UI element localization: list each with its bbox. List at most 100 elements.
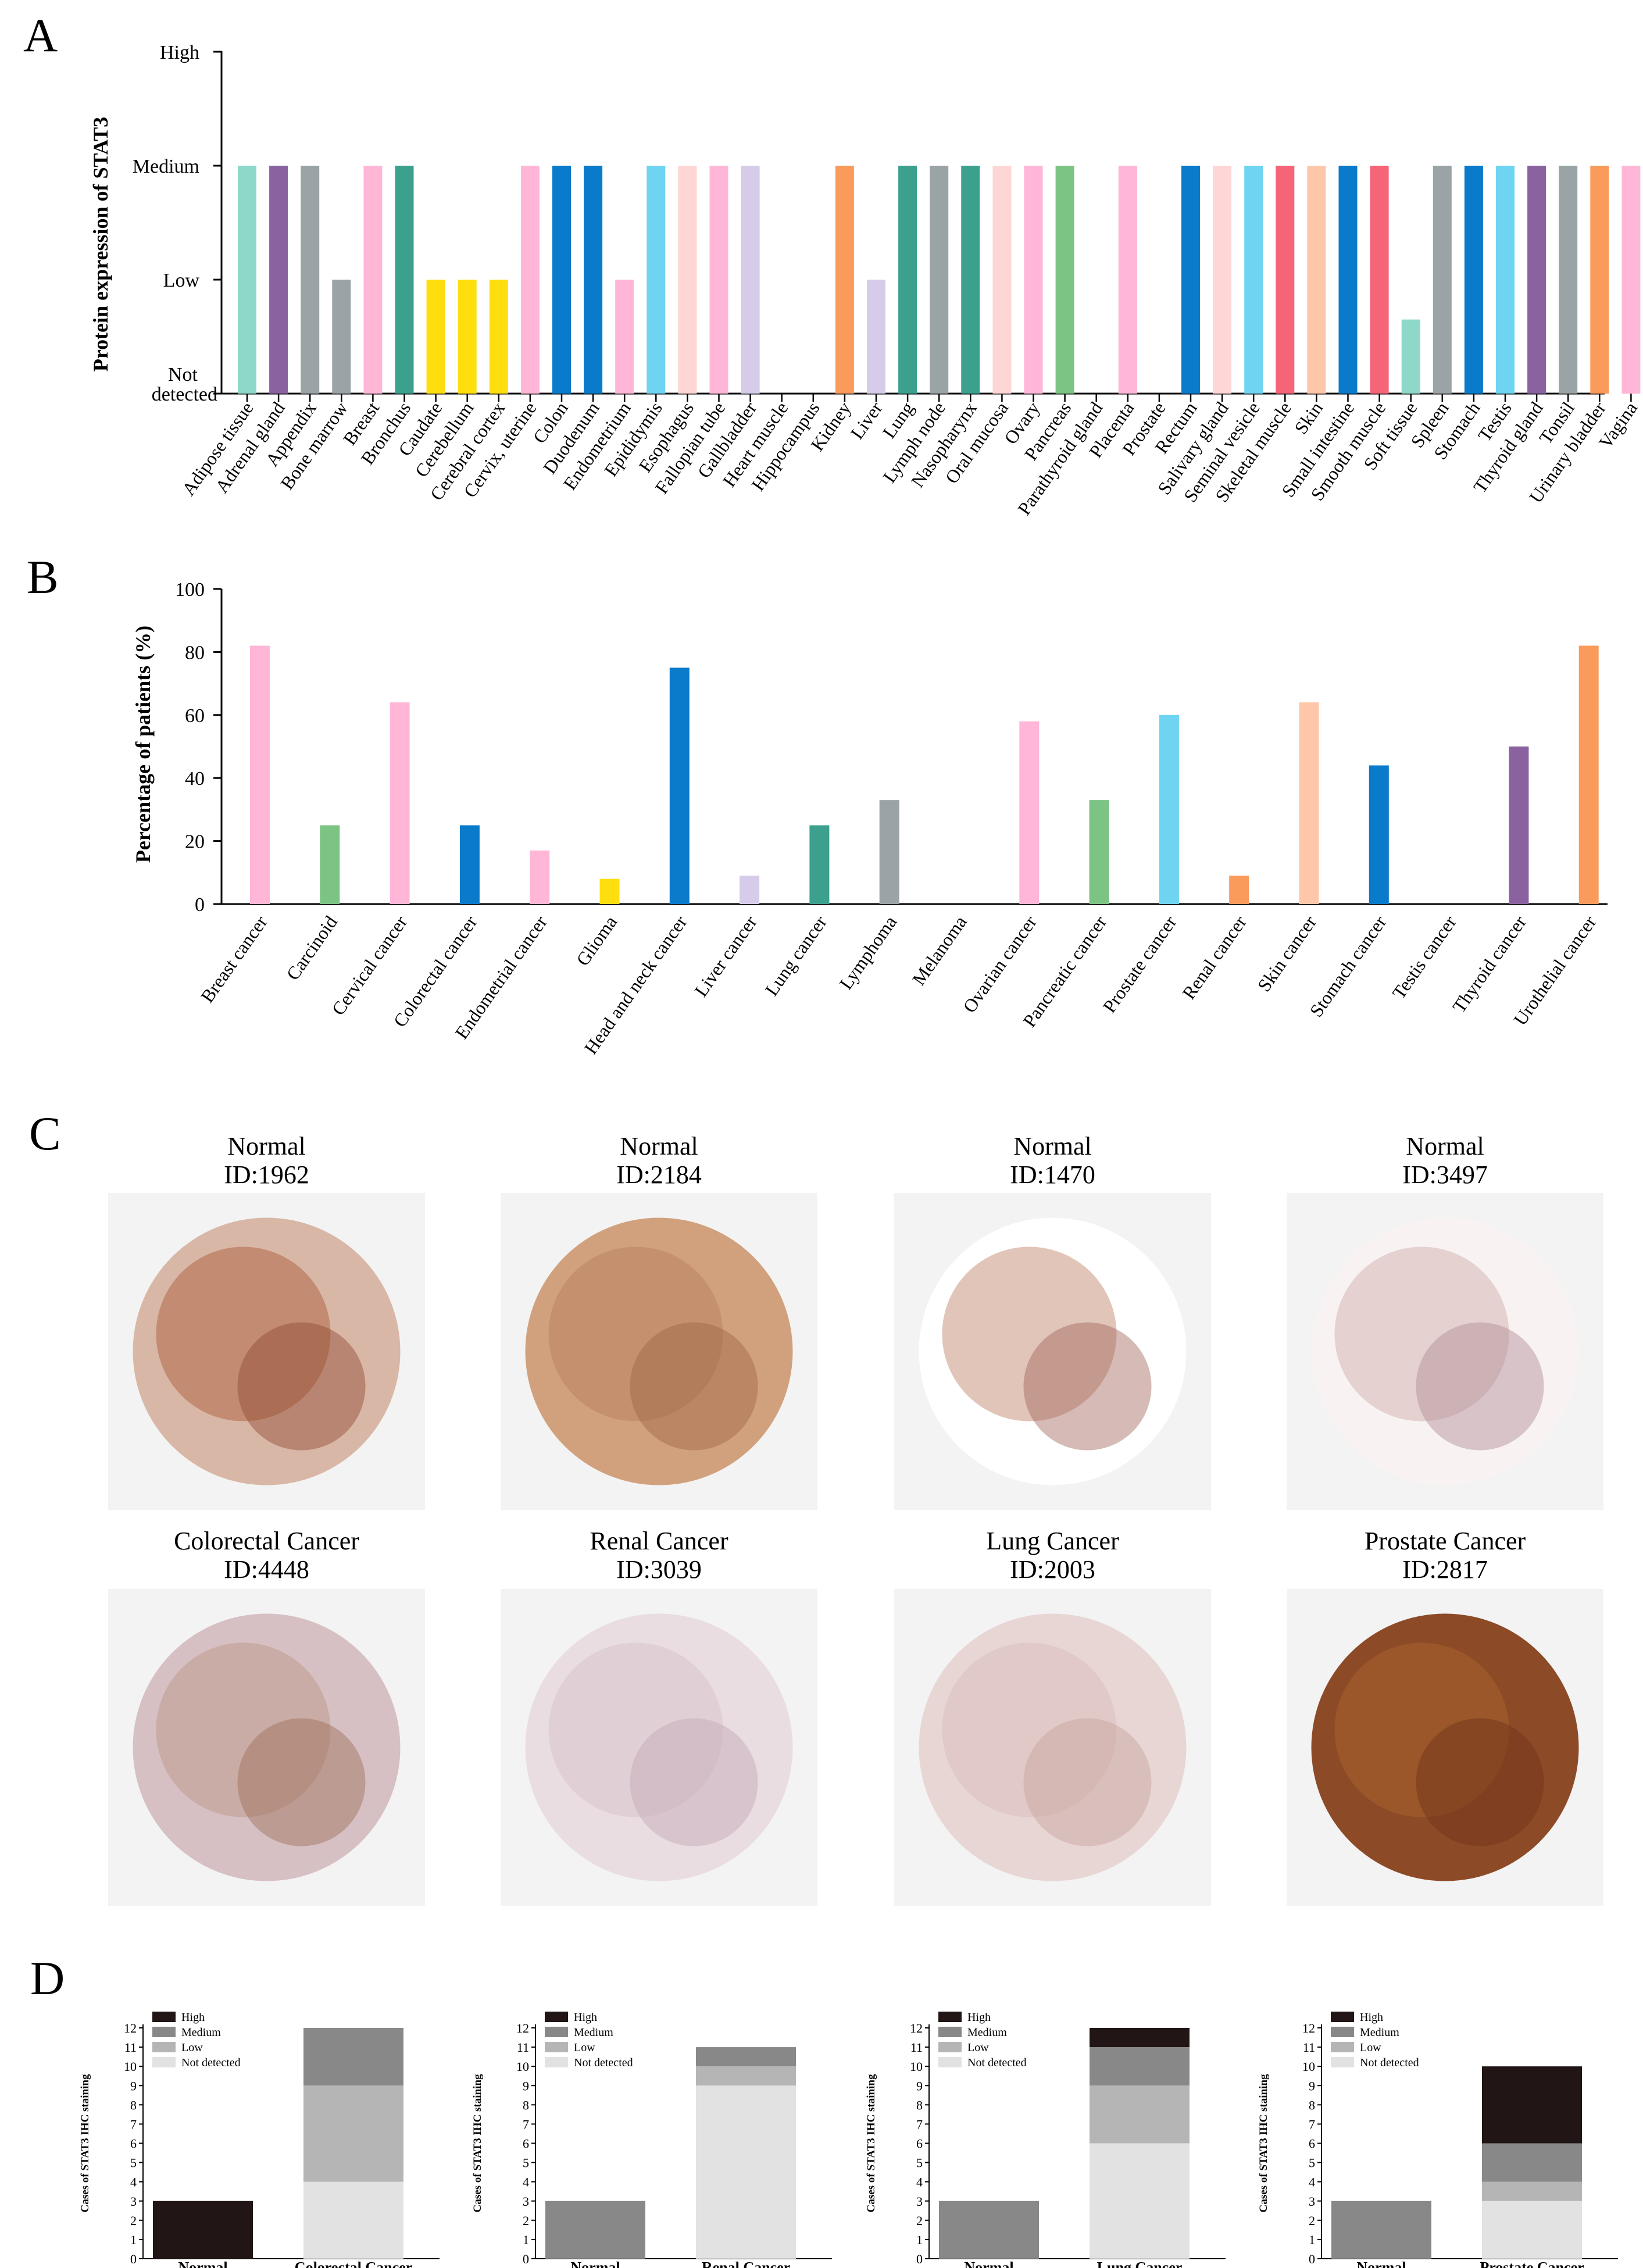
panel-d-ytick-label: 12 <box>1302 2021 1315 2035</box>
panel-d-legend-swatch <box>938 2027 962 2037</box>
panel-d-legend-label: High <box>967 2011 991 2024</box>
panel-d-bar-segment <box>1090 2047 1190 2086</box>
panel-d-xtick-label: Normal <box>964 2259 1013 2268</box>
panel-d-legend-label: Low <box>574 2041 595 2054</box>
panel-d-ytick-label: 5 <box>1309 2156 1315 2170</box>
panel-d-legend-swatch <box>545 2012 568 2022</box>
panel-d-chart: Cases of STAT3 IHC staining0123456789101… <box>1258 2011 1618 2268</box>
panel-d-legend-label: High <box>1360 2011 1383 2024</box>
tissue-image-title: Normal <box>227 1132 305 1160</box>
panel-b-bar <box>250 645 270 904</box>
panel-d-legend-swatch <box>545 2027 568 2037</box>
panel-d-ytick-label: 10 <box>124 2059 137 2074</box>
panel-b-ytick-label: 40 <box>185 768 205 790</box>
panel-a-bar <box>1276 166 1295 394</box>
tissue-core-texture <box>1023 1718 1152 1846</box>
tissue-image-title: Normal <box>1013 1132 1091 1160</box>
tissue-core-texture <box>942 1642 1117 1817</box>
tissue-core-texture <box>1334 1246 1509 1421</box>
panel-d-ytick-label: 1 <box>1309 2233 1315 2247</box>
panel-d-ytick-label: 0 <box>1309 2252 1315 2266</box>
panel-d-ytick-label: 5 <box>916 2156 923 2170</box>
panel-b-bar <box>390 702 410 904</box>
panel-d-ytick-label: 7 <box>916 2117 923 2131</box>
panel-d-xtick-label: Normal <box>570 2259 620 2268</box>
panel-a-bar <box>1213 166 1232 394</box>
tissue-core-texture <box>1416 1718 1544 1846</box>
tissue-core-texture <box>942 1246 1117 1421</box>
panel-a-bar <box>835 166 854 394</box>
panel-d-ytick-label: 7 <box>1309 2117 1315 2131</box>
panel-a-ytick-label: Medium <box>133 156 199 177</box>
panel-d-ytick-label: 1 <box>130 2233 137 2247</box>
panel-d-bar-segment <box>303 2028 403 2086</box>
panel-d-xtick-label: Prostate Cancer <box>1480 2259 1584 2268</box>
panel-b-bar <box>669 667 690 904</box>
panel-b-bar <box>530 850 550 904</box>
panel-d-ytick-label: 8 <box>1309 2098 1315 2112</box>
panel-d-ytick-label: 3 <box>916 2194 923 2209</box>
panel-d-legend-label: High <box>574 2011 597 2024</box>
panel-d-legend-swatch <box>1331 2012 1354 2022</box>
panel-a-bar <box>867 280 885 394</box>
panel-d-bar-segment <box>1331 2201 1431 2259</box>
tissue-core-texture <box>1416 1322 1544 1451</box>
panel-d-ylabel: Cases of STAT3 IHC staining <box>1258 2074 1270 2212</box>
panel-a-bar <box>961 166 980 394</box>
panel-label-c: C <box>29 1107 61 1160</box>
panel-d-ytick-label: 7 <box>523 2117 529 2131</box>
tissue-core-texture <box>237 1322 366 1451</box>
panel-a-bar <box>363 166 383 394</box>
tissue-image-title: Renal Cancer <box>590 1527 728 1555</box>
panel-a-bar <box>1118 166 1137 394</box>
panel-d-ytick-label: 9 <box>523 2078 529 2093</box>
panel-a-bar <box>1338 166 1358 394</box>
panel-d-ytick-label: 11 <box>910 2040 923 2055</box>
panel-d-ytick-label: 6 <box>523 2137 529 2151</box>
panel-d-ytick-label: 2 <box>130 2213 137 2228</box>
panel-d-ytick-label: 3 <box>523 2194 529 2209</box>
panel-c-tissue-images: NormalID:1962NormalID:2184NormalID:1470N… <box>108 1132 1603 1906</box>
panel-a-bar <box>647 166 666 394</box>
panel-d-ytick-label: 10 <box>1302 2059 1315 2074</box>
tissue-image-id: ID:2003 <box>1010 1555 1095 1584</box>
panel-d-legend-label: Low <box>967 2041 989 2054</box>
panel-d-ytick-label: 1 <box>916 2233 923 2247</box>
tissue-image-id: ID:1470 <box>1010 1160 1095 1189</box>
panel-a-bar <box>395 166 414 394</box>
panel-b-bar <box>1299 702 1319 904</box>
panel-a-bar <box>238 166 256 394</box>
panel-d-ytick-label: 1 <box>523 2233 529 2247</box>
panel-d-legend-swatch <box>1331 2027 1354 2037</box>
panel-a-bar <box>1590 166 1609 394</box>
panel-d-xtick-label: Normal <box>178 2259 227 2268</box>
panel-a-bar <box>426 280 445 394</box>
panel-d-bar-segment <box>153 2201 253 2259</box>
panel-d-legend-label: Low <box>1360 2041 1381 2054</box>
panel-label-a: A <box>23 9 58 62</box>
panel-d-ytick-label: 4 <box>523 2175 529 2190</box>
tissue-core-texture <box>548 1642 723 1817</box>
panel-d-ytick-label: 2 <box>523 2213 529 2228</box>
panel-a-bar <box>1055 166 1074 394</box>
panel-b-ytick-label: 100 <box>175 579 205 601</box>
panel-b-ylabel: Percentage of patients (%) <box>131 626 155 863</box>
panel-a-bar <box>1464 166 1483 394</box>
panel-d-ytick-label: 8 <box>916 2098 923 2112</box>
panel-a-bar <box>489 280 508 394</box>
panel-d-legend-swatch <box>1331 2057 1354 2067</box>
panel-a-bar <box>520 166 540 394</box>
panel-a-bar <box>1244 166 1263 394</box>
tissue-image-id: ID:3497 <box>1402 1160 1488 1189</box>
panel-d-legend-swatch <box>1331 2042 1354 2052</box>
panel-a-bar <box>1621 166 1641 394</box>
panel-d-ytick-label: 10 <box>910 2059 923 2074</box>
panel-d-ytick-label: 8 <box>130 2098 137 2112</box>
panel-d-legend-swatch <box>152 2012 176 2022</box>
panel-d-ytick-label: 2 <box>1309 2213 1315 2228</box>
panel-a-bar <box>709 166 728 394</box>
